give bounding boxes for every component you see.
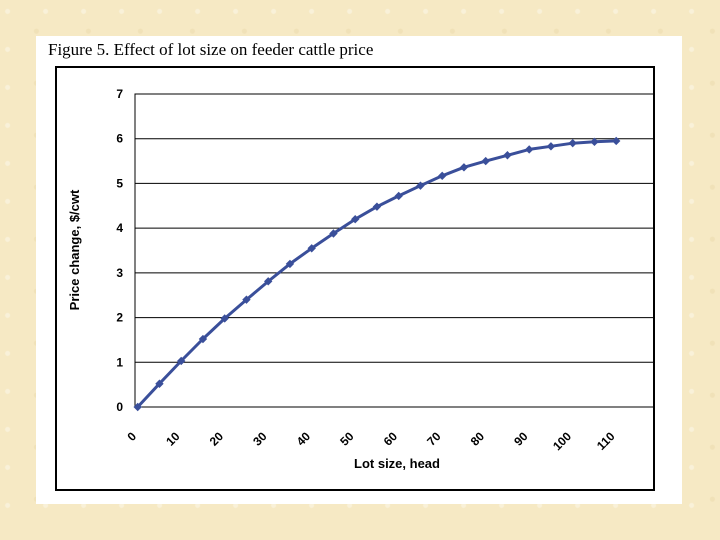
data-point-marker <box>546 142 556 151</box>
x-tick-label: 10 <box>163 429 183 449</box>
slide-panel: Figure 5. Effect of lot size on feeder c… <box>36 36 682 504</box>
x-tick-labels: 0 10 20 30 40 50 60 70 80 90 100 110 <box>124 429 617 453</box>
data-point-marker <box>220 314 229 323</box>
x-tick-label: 30 <box>250 429 270 449</box>
x-tick-label: 40 <box>294 429 314 449</box>
plot-area <box>134 93 653 408</box>
series-markers <box>133 136 621 412</box>
x-axis-title: Lot size, head <box>354 456 440 471</box>
data-point-marker <box>133 402 142 412</box>
data-point-marker <box>525 145 534 154</box>
data-point-marker <box>416 181 425 190</box>
data-point-marker <box>329 229 338 238</box>
y-axis-title: Price change, $/cwt <box>67 189 82 310</box>
x-tick-label: 0 <box>124 429 139 444</box>
x-tick-label: 70 <box>424 429 444 449</box>
y-tick-label: 7 <box>116 87 123 101</box>
y-tick-labels: 0 1 2 3 4 5 6 7 <box>116 87 123 414</box>
data-point-marker <box>568 138 577 148</box>
data-point-marker <box>351 215 360 224</box>
x-tick-label: 50 <box>337 429 357 449</box>
y-tick-label: 4 <box>116 221 123 235</box>
y-tick-label: 5 <box>116 176 123 190</box>
y-tick-label: 6 <box>116 132 123 146</box>
y-tick-label: 2 <box>116 311 123 325</box>
data-point-marker <box>307 244 316 253</box>
figure-title: Figure 5. Effect of lot size on feeder c… <box>48 40 374 59</box>
y-tick-label: 0 <box>116 400 123 414</box>
data-point-marker <box>438 171 447 181</box>
y-tick-label: 1 <box>116 355 123 369</box>
x-tick-label: 90 <box>511 429 531 449</box>
data-point-marker <box>612 136 621 146</box>
line-chart: 0 1 2 3 4 5 6 7 0 10 20 30 40 50 60 70 80 90 100 110 Price… <box>67 87 653 471</box>
chart-frame: 0 1 2 3 4 5 6 7 0 10 20 30 40 50 60 70 80 90 100 110 Price… <box>55 66 655 491</box>
x-tick-label: 80 <box>468 429 488 449</box>
data-point-marker <box>590 137 599 147</box>
data-point-marker <box>264 277 273 286</box>
x-tick-label: 110 <box>594 429 618 453</box>
data-point-marker <box>285 259 295 269</box>
y-tick-label: 3 <box>116 266 123 280</box>
data-point-marker <box>372 202 382 211</box>
data-point-marker <box>242 295 251 304</box>
data-point-marker <box>177 356 186 366</box>
x-tick-label: 20 <box>207 429 227 449</box>
x-tick-label: 60 <box>381 429 401 449</box>
x-tick-label: 100 <box>550 429 574 453</box>
series-line <box>136 139 617 409</box>
data-point-marker <box>481 156 490 166</box>
data-point-marker <box>198 334 208 344</box>
data-point-marker <box>155 379 164 388</box>
data-point-marker <box>503 151 512 160</box>
data-point-marker <box>394 191 403 201</box>
data-point-marker <box>459 163 469 172</box>
